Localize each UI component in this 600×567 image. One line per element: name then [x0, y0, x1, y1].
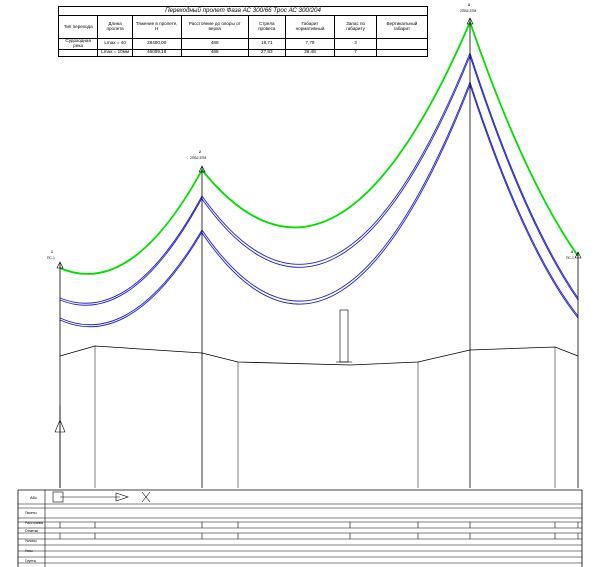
table-header: Запас по габариту — [334, 15, 377, 39]
row-label-elevations: Отметки — [25, 529, 39, 533]
support-type-1: ПС-1 — [47, 256, 55, 260]
table-cell — [375, 48, 429, 57]
support-number-3: 3 — [468, 3, 470, 7]
abs-arrow-icon — [115, 492, 129, 502]
support-number-1: 1 — [51, 250, 53, 254]
table-header: Габарит нормативный — [284, 15, 336, 39]
span-parameters-table: Переходный пролет Фаза АС 300/66 Трос АС… — [57, 6, 429, 57]
support-type-4: ПС-1 — [566, 256, 574, 260]
row-label-abs: Абс — [30, 495, 37, 500]
table-header: Тяжение в пролете, Н — [131, 15, 182, 39]
ground-profile-line — [59, 345, 579, 366]
table-cell: 26,48 — [284, 48, 336, 57]
ground-wire-span-3 — [469, 21, 579, 257]
abs-start-box — [52, 491, 64, 503]
phase-wire-span-3a — [469, 52, 579, 299]
ground-wire-span-2 — [201, 21, 471, 229]
row-label-distances: Расстояния — [25, 521, 44, 525]
profile-structure — [17, 17, 583, 567]
support-marker-2 — [198, 165, 206, 173]
table-header: Расстояние до опоры от верха — [180, 15, 249, 39]
support-marker-3 — [466, 17, 474, 25]
support-marker-4 — [574, 251, 582, 259]
phase-wire-span-2a — [201, 52, 471, 265]
phase-wire-span-1a — [59, 195, 203, 304]
support-number-4: 4 — [571, 250, 573, 254]
phase-wire-span-4a — [59, 229, 203, 326]
wire-catenaries — [59, 21, 579, 328]
table-header: Вертикальный габарит — [375, 15, 429, 39]
table-row: Lmax = 10мм 46009,18 488 27,83 26,48 7 — [57, 48, 429, 57]
row-label-slopes: Уклоны — [25, 539, 37, 543]
table-cell: 27,83 — [247, 48, 286, 57]
phase-wire-span-5a — [201, 81, 471, 302]
table-header: Длина пролета — [97, 15, 133, 39]
row-label-soils: Грунты — [25, 559, 37, 563]
support-type-3: 2ПВ2-57М — [460, 9, 477, 13]
row-label-angles: Углы — [25, 549, 33, 553]
support-type-2: 2ПВ2-57М — [190, 156, 207, 160]
table-cell — [57, 48, 99, 57]
table-header: Тип перехода — [57, 15, 99, 39]
abs-cross-icon — [141, 491, 151, 503]
row-label-pickets: Пикеты — [25, 511, 37, 515]
phase-wire-span-6a — [469, 81, 579, 317]
table-header: Стрела провеса — [247, 15, 286, 39]
phase-wire-span-6b — [469, 84, 579, 319]
phase-wire-span-4b — [59, 231, 203, 328]
obstacle-tower — [339, 309, 349, 363]
phase-wire-span-3b — [469, 55, 579, 301]
table-cell: 488 — [180, 48, 249, 57]
phase-wire-span-1b — [59, 197, 203, 306]
phase-wire-span-2b — [201, 55, 471, 268]
ground-wire-span-1 — [59, 169, 203, 275]
phase-wire-span-5b — [201, 84, 471, 305]
support-number-2: 2 — [199, 150, 201, 154]
support-marker-1 — [56, 261, 64, 269]
